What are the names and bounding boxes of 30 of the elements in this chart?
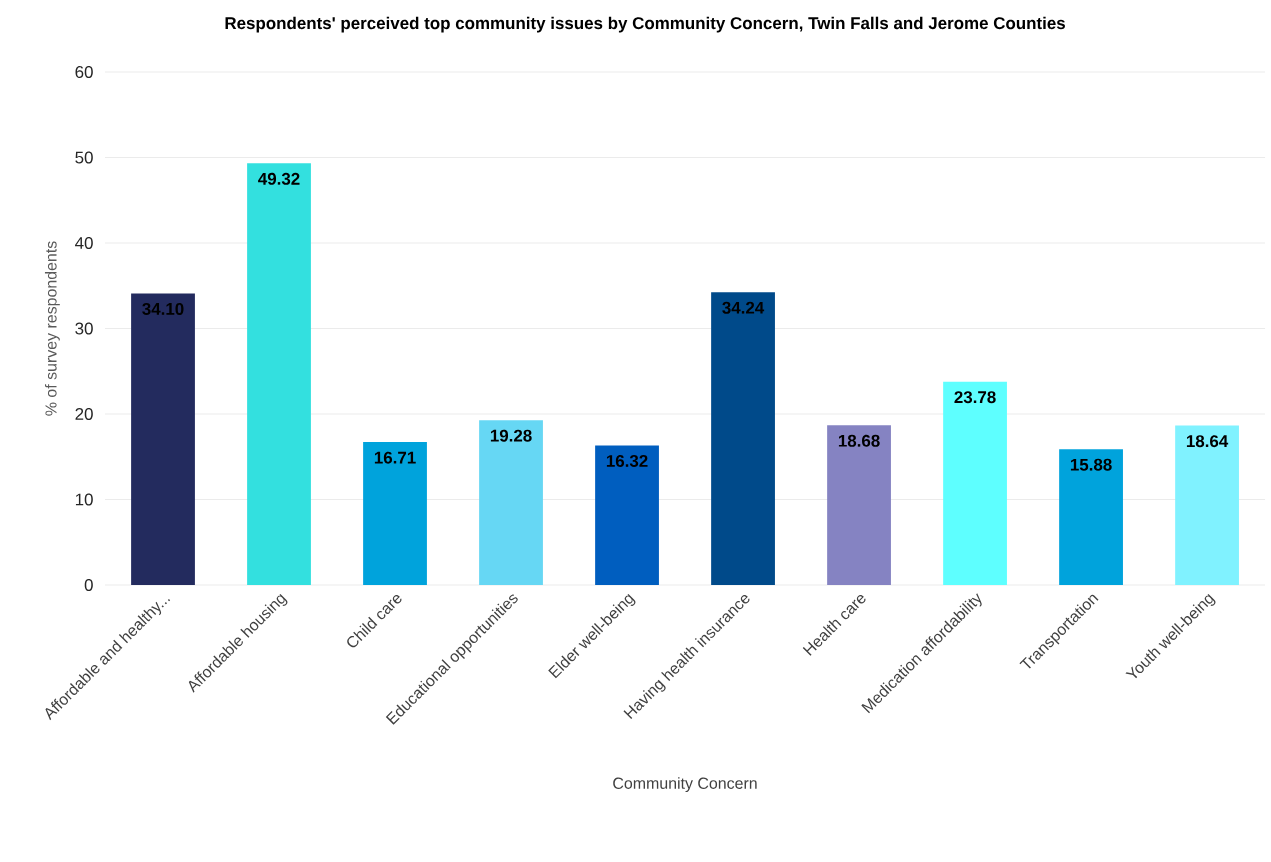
y-tick-label: 0	[84, 578, 93, 591]
bar	[827, 425, 891, 585]
data-label: 18.68	[838, 434, 880, 447]
bar	[1175, 425, 1239, 585]
bar	[711, 292, 775, 585]
data-label: 16.71	[374, 451, 416, 464]
y-tick-label: 60	[75, 65, 93, 78]
y-tick-label: 50	[75, 151, 93, 164]
data-label: 16.32	[606, 454, 648, 467]
y-axis-title: % of survey respondents	[44, 241, 60, 416]
bar	[363, 442, 427, 585]
data-label: 19.28	[490, 429, 532, 442]
y-tick-label: 30	[75, 322, 93, 335]
y-tick-label: 10	[75, 493, 93, 506]
data-label: 34.10	[142, 302, 184, 315]
chart-title: Respondents' perceived top community issues by Community Concern, Twin Falls and Jerome Counties	[225, 16, 1065, 33]
data-label: 49.32	[258, 172, 300, 185]
bar	[943, 381, 1007, 585]
data-label: 34.24	[722, 301, 765, 314]
data-label: 18.64	[1186, 435, 1229, 448]
bar	[479, 420, 543, 585]
bar	[247, 163, 311, 585]
bar	[131, 293, 195, 585]
data-label: 15.88	[1070, 458, 1112, 471]
bar	[1059, 449, 1123, 585]
y-tick-label: 20	[75, 407, 93, 420]
bar	[595, 445, 659, 585]
data-label: 23.78	[954, 391, 996, 404]
x-axis-title: Community Concern	[613, 777, 757, 793]
y-tick-label: 40	[75, 236, 93, 249]
